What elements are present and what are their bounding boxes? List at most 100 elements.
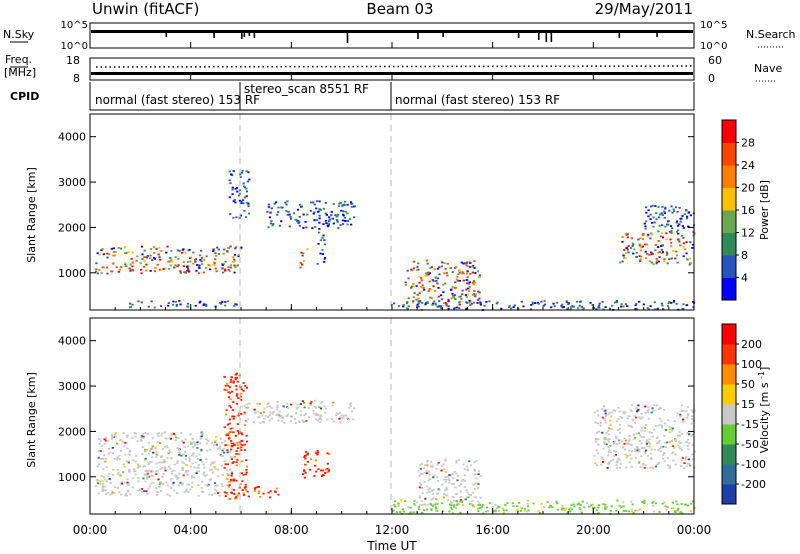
data-cell bbox=[230, 458, 233, 460]
data-cell bbox=[627, 424, 630, 427]
data-cell bbox=[350, 205, 353, 208]
data-cell bbox=[118, 491, 121, 494]
data-cell bbox=[233, 253, 237, 256]
data-cell bbox=[126, 447, 129, 450]
data-cell bbox=[455, 266, 458, 268]
data-cell bbox=[410, 285, 414, 288]
data-cell bbox=[234, 303, 237, 305]
data-cell bbox=[247, 406, 250, 409]
data-cell bbox=[213, 466, 216, 468]
data-cell bbox=[179, 303, 182, 306]
data-cell bbox=[141, 258, 144, 260]
data-cell bbox=[625, 252, 628, 255]
data-cell bbox=[318, 200, 321, 203]
data-cell bbox=[680, 459, 684, 462]
data-cell bbox=[658, 216, 661, 219]
data-cell bbox=[186, 270, 189, 272]
data-cell bbox=[690, 418, 693, 420]
data-cell bbox=[131, 303, 134, 306]
data-cell bbox=[685, 241, 688, 244]
data-cell bbox=[671, 429, 674, 432]
data-cell bbox=[194, 304, 197, 307]
data-cell bbox=[299, 410, 302, 412]
data-cell bbox=[537, 510, 540, 513]
data-cell bbox=[674, 453, 677, 456]
data-cell bbox=[263, 417, 266, 420]
data-cell bbox=[665, 508, 668, 511]
data-cell bbox=[457, 503, 460, 505]
data-cell bbox=[189, 465, 192, 468]
data-cell bbox=[205, 255, 208, 258]
data-cell bbox=[681, 234, 684, 237]
data-cell bbox=[431, 279, 434, 281]
data-cell bbox=[188, 483, 191, 486]
data-cell bbox=[606, 467, 609, 469]
data-cell bbox=[139, 438, 142, 441]
data-cell bbox=[280, 420, 283, 422]
data-cell bbox=[245, 195, 248, 198]
data-cell bbox=[622, 501, 625, 504]
data-cell bbox=[98, 253, 101, 256]
data-cell bbox=[268, 216, 271, 219]
data-cell bbox=[580, 511, 583, 514]
data-cell bbox=[137, 465, 140, 467]
data-cell bbox=[141, 253, 144, 256]
data-cell bbox=[237, 397, 240, 399]
data-cell bbox=[304, 463, 307, 466]
data-cell bbox=[269, 490, 272, 493]
data-cell bbox=[233, 305, 236, 307]
data-cell bbox=[463, 486, 466, 488]
data-cell bbox=[232, 478, 235, 481]
nsky-dropout bbox=[165, 33, 168, 37]
data-cell bbox=[318, 217, 321, 220]
date-title: 29/May/2011 bbox=[595, 0, 693, 18]
data-cell bbox=[478, 274, 481, 277]
data-cell bbox=[452, 477, 455, 480]
data-cell bbox=[665, 238, 668, 241]
data-cell bbox=[643, 222, 646, 225]
data-cell bbox=[119, 474, 122, 477]
data-cell bbox=[145, 469, 148, 472]
data-cell bbox=[479, 302, 482, 304]
data-cell bbox=[485, 506, 489, 509]
data-cell bbox=[307, 407, 310, 409]
data-cell bbox=[335, 215, 338, 218]
data-cell bbox=[647, 411, 650, 414]
data-cell bbox=[102, 266, 105, 269]
data-cell bbox=[111, 491, 114, 494]
data-cell bbox=[651, 221, 654, 224]
data-cell bbox=[316, 219, 319, 221]
data-cell bbox=[468, 299, 471, 302]
data-cell bbox=[102, 485, 105, 488]
data-cell bbox=[565, 300, 568, 303]
data-cell bbox=[626, 305, 629, 307]
data-cell bbox=[222, 263, 225, 265]
data-cell bbox=[668, 209, 671, 212]
data-cell bbox=[630, 508, 633, 511]
data-cell bbox=[434, 503, 437, 506]
data-cell bbox=[235, 461, 238, 464]
data-cell bbox=[661, 205, 664, 208]
data-cell bbox=[640, 442, 643, 445]
data-cell bbox=[176, 462, 179, 464]
data-cell bbox=[460, 297, 463, 300]
data-cell bbox=[339, 224, 342, 226]
data-cell bbox=[98, 463, 101, 466]
data-cell bbox=[299, 262, 302, 264]
data-cell bbox=[668, 300, 671, 303]
data-cell bbox=[465, 489, 468, 492]
data-cell bbox=[659, 450, 662, 453]
data-cell bbox=[590, 504, 593, 507]
nsky-dropout bbox=[656, 33, 658, 37]
data-cell bbox=[127, 482, 130, 485]
data-cell bbox=[270, 207, 273, 210]
data-cell bbox=[485, 510, 488, 513]
data-cell bbox=[679, 413, 682, 416]
data-cell bbox=[624, 303, 627, 305]
data-cell bbox=[416, 266, 419, 268]
data-cell bbox=[670, 232, 673, 234]
data-cell bbox=[113, 254, 116, 257]
data-cell bbox=[268, 419, 271, 422]
data-cell bbox=[225, 492, 228, 494]
data-cell bbox=[192, 441, 195, 444]
